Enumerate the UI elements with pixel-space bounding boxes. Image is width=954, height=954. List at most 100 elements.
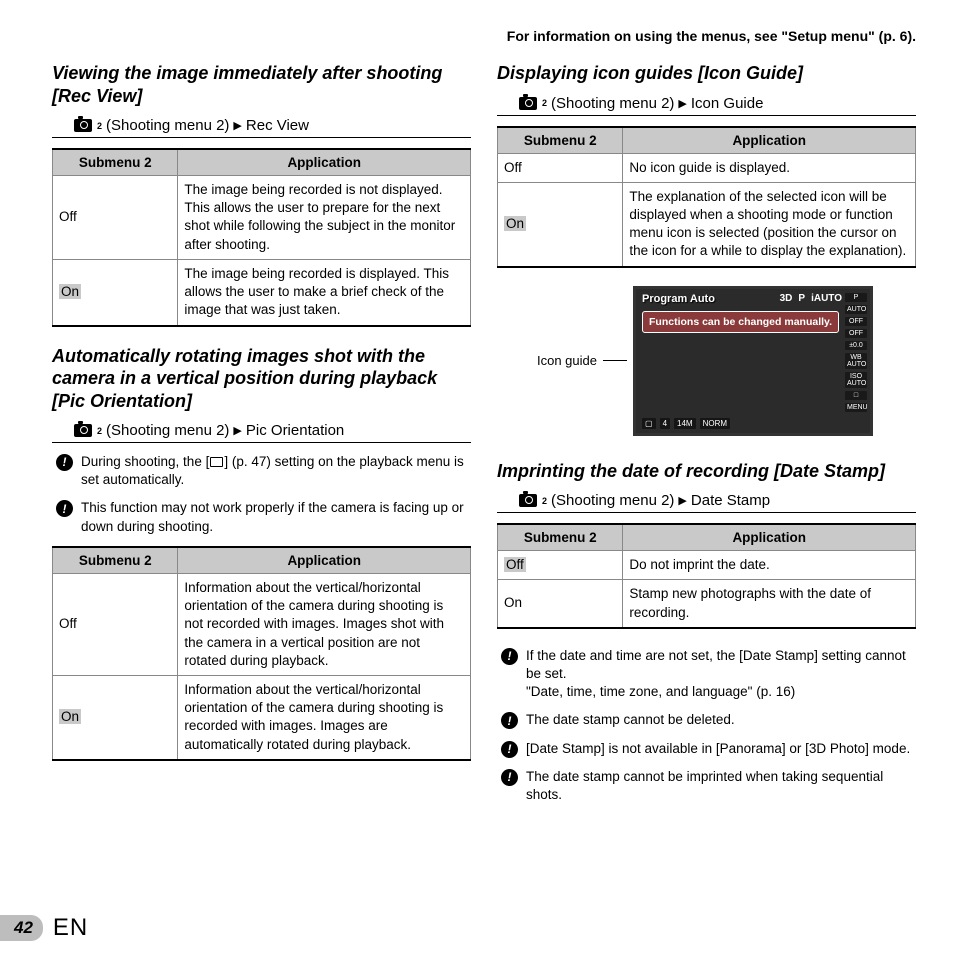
figure-label: Icon guide [537, 353, 597, 368]
col-submenu: Submenu 2 [53, 547, 178, 574]
chevron-right-icon: ▶ [678, 97, 686, 110]
highlight: On [59, 284, 81, 299]
date-stamp-table: Submenu 2 Application Off Do not imprint… [497, 523, 916, 629]
col-submenu: Submenu 2 [53, 149, 178, 176]
table-header-row: Submenu 2 Application [53, 149, 471, 176]
lcd-badge: ±0.0 [845, 341, 867, 350]
rotate-icon [210, 457, 223, 467]
col-submenu: Submenu 2 [498, 524, 623, 551]
lcd-badge: AUTO [845, 305, 867, 314]
table-row: On The explanation of the selected icon … [498, 182, 916, 266]
cell-app: Information about the vertical/horizonta… [178, 573, 471, 675]
warning-icon: ! [501, 712, 518, 729]
cell-sub: On [498, 182, 623, 266]
lcd-badge: 4 [660, 418, 670, 429]
note: ! The date stamp cannot be deleted. [497, 711, 916, 729]
rec-view-table: Submenu 2 Application Off The image bein… [52, 148, 471, 327]
page-lang: EN [53, 914, 88, 942]
warning-icon: ! [56, 454, 73, 471]
chevron-right-icon: ▶ [233, 424, 241, 437]
breadcrumb-leaf: Date Stamp [691, 492, 770, 509]
note-text: The date stamp cannot be deleted. [526, 711, 735, 729]
cell-app: No icon guide is displayed. [623, 153, 916, 182]
camera-sub: 2 [97, 121, 102, 131]
col-application: Application [623, 524, 916, 551]
cell-app: Information about the vertical/horizonta… [178, 676, 471, 760]
camera-sub: 2 [97, 426, 102, 436]
note: ! The date stamp cannot be imprinted whe… [497, 768, 916, 804]
table-header-row: Submenu 2 Application [53, 547, 471, 574]
page-footer: 42 EN [0, 914, 88, 942]
table-row: On The image being recorded is displayed… [53, 259, 471, 325]
cell-sub: Off [498, 551, 623, 580]
cell-app: Do not imprint the date. [623, 551, 916, 580]
left-column: Viewing the image immediately after shoo… [52, 62, 471, 904]
note: ! This function may not work properly if… [52, 499, 471, 535]
breadcrumb-menu: (Shooting menu 2) [551, 95, 674, 112]
page-content: Viewing the image immediately after shoo… [52, 62, 916, 904]
col-submenu: Submenu 2 [498, 127, 623, 154]
chevron-right-icon: ▶ [233, 119, 241, 132]
breadcrumb-menu: (Shooting menu 2) [106, 422, 229, 439]
camera-icon [519, 97, 537, 110]
lcd-tooltip: Functions can be changed manually. [642, 311, 839, 334]
pic-orientation-table: Submenu 2 Application Off Information ab… [52, 546, 471, 761]
lcd-badge: OFF [845, 317, 867, 326]
section-icon-guide: Displaying icon guides [Icon Guide] 2 (S… [497, 62, 916, 436]
note-text: This function may not work properly if t… [81, 499, 471, 535]
lcd-badge: OFF [845, 329, 867, 338]
note-text: During shooting, the [] (p. 47) setting … [81, 453, 471, 489]
table-row: On Information about the vertical/horizo… [53, 676, 471, 760]
camera-icon [74, 119, 92, 132]
lcd-top-bar: Program Auto 3D P iAUTO [642, 293, 842, 305]
section-title: Automatically rotating images shot with … [52, 345, 471, 413]
camera-icon [519, 494, 537, 507]
icon-guide-figure: Icon guide Program Auto 3D P iAUTO Funct… [537, 286, 916, 436]
note: ! [Date Stamp] is not available in [Pano… [497, 740, 916, 758]
cell-sub: Off [53, 176, 178, 260]
camera-sub: 2 [542, 98, 547, 108]
table-header-row: Submenu 2 Application [498, 127, 916, 154]
lcd-preview: Program Auto 3D P iAUTO Functions can be… [633, 286, 873, 436]
table-row: Off Do not imprint the date. [498, 551, 916, 580]
breadcrumb-leaf: Rec View [246, 117, 309, 134]
breadcrumb-leaf: Icon Guide [691, 95, 764, 112]
lcd-mode: P [798, 293, 805, 304]
lcd-badge: ▢ [642, 418, 656, 429]
section-title: Displaying icon guides [Icon Guide] [497, 62, 916, 85]
lcd-mode: 3D [780, 293, 793, 304]
cell-app: Stamp new photographs with the date of r… [623, 580, 916, 628]
cell-app: The image being recorded is not displaye… [178, 176, 471, 260]
cell-sub: On [53, 676, 178, 760]
page-header: For information on using the menus, see … [507, 28, 916, 44]
cell-sub: Off [53, 573, 178, 675]
lcd-badge: □ [845, 391, 867, 400]
chevron-right-icon: ▶ [678, 494, 686, 507]
breadcrumb: 2 (Shooting menu 2) ▶ Pic Orientation [52, 422, 471, 443]
note: ! If the date and time are not set, the … [497, 647, 916, 702]
lcd-bottom-bar: ▢ 4 14M NORM [642, 418, 842, 429]
icon-guide-table: Submenu 2 Application Off No icon guide … [497, 126, 916, 268]
breadcrumb: 2 (Shooting menu 2) ▶ Icon Guide [497, 95, 916, 116]
lcd-mode-label: Program Auto [642, 293, 715, 305]
section-title: Viewing the image immediately after shoo… [52, 62, 471, 107]
lcd-badge: NORM [700, 418, 730, 429]
section-title: Imprinting the date of recording [Date S… [497, 460, 916, 483]
cell-app: The explanation of the selected icon wil… [623, 182, 916, 266]
highlight: Off [504, 557, 526, 572]
warning-icon: ! [501, 741, 518, 758]
note-text: The date stamp cannot be imprinted when … [526, 768, 916, 804]
leader-line [603, 360, 627, 361]
cell-sub: On [498, 580, 623, 628]
table-row: On Stamp new photographs with the date o… [498, 580, 916, 628]
col-application: Application [178, 547, 471, 574]
table-row: Off The image being recorded is not disp… [53, 176, 471, 260]
breadcrumb: 2 (Shooting menu 2) ▶ Rec View [52, 117, 471, 138]
note-text: If the date and time are not set, the [D… [526, 647, 916, 702]
section-rec-view: Viewing the image immediately after shoo… [52, 62, 471, 327]
lcd-mode: iAUTO [811, 293, 842, 304]
camera-sub: 2 [542, 496, 547, 506]
page-number: 42 [0, 915, 43, 941]
highlight: On [504, 216, 526, 231]
breadcrumb-leaf: Pic Orientation [246, 422, 344, 439]
